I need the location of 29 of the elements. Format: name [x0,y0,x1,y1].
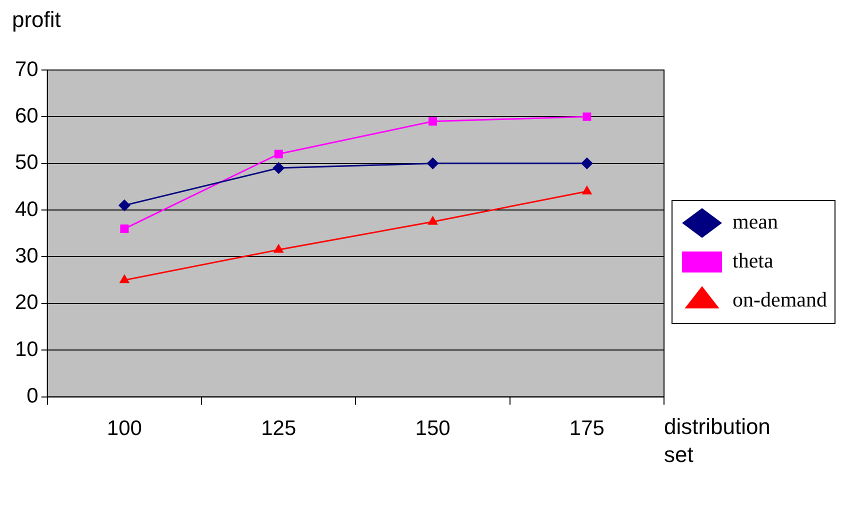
y-tick-label: 10 [15,338,38,361]
point [119,274,130,284]
y-axis-title: profit [12,7,61,32]
point [426,157,439,170]
y-tick-label: 30 [15,244,38,268]
point [582,185,592,194]
point [120,224,129,233]
x-tick-label: 100 [106,417,142,440]
x-tick-label: 175 [569,417,604,440]
y-tick-label: 0 [26,384,38,408]
x-axis-title: distribution set [664,414,770,467]
y-tick-label: 40 [15,198,38,221]
y-tick-label: 70 [15,58,38,81]
point [274,150,283,158]
point [118,199,130,212]
point [580,157,593,170]
point [582,112,592,121]
legend-label: on-demand [732,288,828,312]
x-tick-label: 125 [261,417,296,440]
point [273,244,284,253]
y-tick-label: 60 [15,104,38,128]
y-tick-label: 50 [15,151,38,174]
point [428,117,438,126]
legend-label: mean [732,210,779,234]
point [428,216,438,225]
point [272,162,285,174]
legend-label: theta [732,248,774,273]
x-tick-label: 150 [415,417,450,440]
y-tick-label: 20 [15,291,38,314]
